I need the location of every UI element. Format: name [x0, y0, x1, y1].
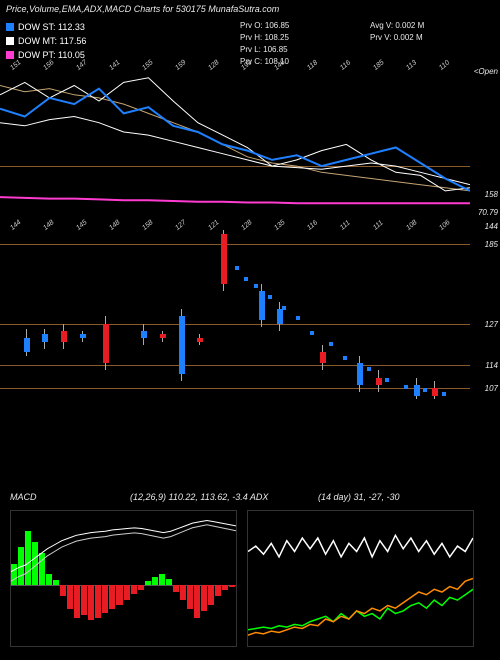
adx-values: (14 day) 31, -27, -30	[318, 492, 400, 502]
legend-mt-swatch	[6, 37, 14, 45]
legend: DOW ST: 112.33 DOW MT: 117.56 DOW PT: 11…	[6, 20, 86, 62]
price-ema-pane: 1511561471411551591281901461181161851131…	[0, 70, 470, 225]
adx-pane	[247, 510, 474, 647]
legend-mt-label: DOW MT: 117.56	[18, 34, 86, 48]
candlestick-pane: 1851271141071441441481451481581271211281…	[0, 230, 470, 410]
legend-st-swatch	[6, 23, 14, 31]
volume-stats: Avg V: 0.002 MPrv V: 0.002 M	[370, 20, 424, 44]
legend-st-label: DOW ST: 112.33	[18, 20, 85, 34]
chart-title: Price,Volume,EMA,ADX,MACD Charts for 530…	[6, 4, 279, 14]
legend-pt-swatch	[6, 51, 14, 59]
macd-values: (12,26,9) 110.22, 113.62, -3.4 ADX	[130, 492, 268, 502]
macd-label: MACD	[10, 492, 37, 502]
macd-pane	[10, 510, 237, 647]
